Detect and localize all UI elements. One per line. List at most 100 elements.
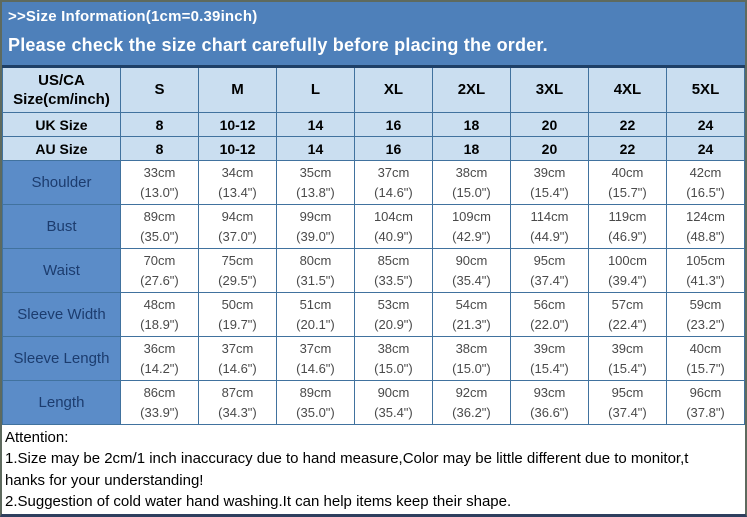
- size-column-header: S: [119, 66, 199, 113]
- measurement-cell: 85cm (33.5"): [353, 248, 433, 293]
- inch-value: (14.6"): [296, 360, 335, 376]
- uk-size-row-value: 20: [509, 112, 589, 137]
- measurement-label: Shoulder: [2, 160, 121, 205]
- cm-value: 119cm: [608, 209, 647, 224]
- measurement-cell: 86cm (33.9"): [119, 380, 199, 425]
- size-column-header: M: [197, 66, 277, 113]
- inch-value: (22.0"): [530, 316, 569, 332]
- cm-value: 39cm: [533, 165, 566, 180]
- cm-value: 35cm: [299, 165, 332, 180]
- uk-size-row-value: 22: [587, 112, 667, 137]
- inch-value: (37.0"): [218, 228, 257, 244]
- cm-value: 37cm: [221, 341, 254, 356]
- measurement-cell: 39cm (15.4"): [509, 160, 589, 205]
- inch-value: (14.6"): [218, 360, 257, 376]
- inch-value: (35.0"): [296, 404, 335, 420]
- measurement-label: Sleeve Width: [2, 292, 121, 337]
- inch-value: (27.6"): [140, 272, 179, 288]
- measurement-cell: 109cm (42.9"): [431, 204, 511, 249]
- au-size-row-value: 10-12: [197, 136, 277, 161]
- cm-value: 80cm: [299, 253, 332, 268]
- inch-value: (33.9"): [140, 404, 179, 420]
- measurement-cell: 119cm (46.9"): [587, 204, 667, 249]
- cm-value: 85cm: [377, 253, 410, 268]
- measurement-cell: 48cm (18.9"): [119, 292, 199, 337]
- cm-value: 94cm: [221, 209, 254, 224]
- cm-value: 40cm: [611, 165, 644, 180]
- cm-value: 100cm: [607, 253, 647, 268]
- inch-value: (20.9"): [374, 316, 413, 332]
- size-header-row: US/CA Size(cm/inch) S M L XL 2XL 3XL 4XL 5XL: [2, 66, 746, 113]
- cm-value: 57cm: [611, 297, 644, 312]
- measurement-cell: 89cm (35.0"): [119, 204, 199, 249]
- cm-value: 39cm: [611, 341, 644, 356]
- measurement-cell: 40cm (15.7"): [587, 160, 667, 205]
- banner-title: >>Size Information(1cm=0.39inch): [8, 8, 258, 25]
- measurement-label: Bust: [2, 204, 121, 249]
- cm-value: 96cm: [689, 385, 722, 400]
- au-size-row-value: 24: [665, 136, 746, 161]
- measurement-cell: 37cm (14.6"): [353, 160, 433, 205]
- measurement-cell: 38cm (15.0"): [353, 336, 433, 381]
- au-size-row-value: 18: [431, 136, 511, 161]
- inch-value: (48.8"): [686, 228, 725, 244]
- inch-value: (15.4"): [608, 360, 647, 376]
- inch-value: (46.9"): [608, 228, 647, 244]
- cm-value: 56cm: [533, 297, 566, 312]
- inch-value: (21.3"): [452, 316, 491, 332]
- cm-value: 48cm: [143, 297, 176, 312]
- cm-value: 105cm: [685, 253, 725, 268]
- cm-value: 95cm: [611, 385, 644, 400]
- attention-line: hanks for your understanding!: [5, 471, 204, 489]
- au-size-row-label: AU Size: [2, 136, 121, 161]
- cm-value: 70cm: [143, 253, 176, 268]
- measurement-label: Waist: [2, 248, 121, 293]
- measurement-cell: 39cm (15.4"): [509, 336, 589, 381]
- au-size-row-value: 14: [275, 136, 355, 161]
- inch-value: (36.6"): [530, 404, 569, 420]
- inch-value: (40.9"): [374, 228, 413, 244]
- inch-value: (23.2"): [686, 316, 725, 332]
- measurement-cell: 80cm (31.5"): [275, 248, 355, 293]
- measurement-row: Waist 70cm (27.6") 75cm (29.5") 80cm (31.5") 85…: [2, 248, 746, 293]
- measurement-cell: 42cm (16.5"): [665, 160, 746, 205]
- inch-value: (35.4"): [374, 404, 413, 420]
- measurement-cell: 94cm (37.0"): [197, 204, 277, 249]
- corner-line-1: US/CA: [38, 71, 85, 89]
- banner: >>Size Information(1cm=0.39inch) Please …: [2, 2, 745, 65]
- size-column-header: 5XL: [665, 66, 746, 113]
- measurement-cell: 34cm (13.4"): [197, 160, 277, 205]
- uk-size-row: UK Size 8 10-12 14 16 18 20 22 24: [2, 112, 746, 137]
- measurement-cell: 38cm (15.0"): [431, 336, 511, 381]
- cm-value: 92cm: [455, 385, 488, 400]
- inch-value: (16.5"): [686, 184, 725, 200]
- measurement-cell: 114cm (44.9"): [509, 204, 589, 249]
- measurement-row: Length 86cm (33.9") 87cm (34.3") 89cm (35.0") 9…: [2, 380, 746, 425]
- measurement-cell: 90cm (35.4"): [431, 248, 511, 293]
- measurement-cell: 105cm (41.3"): [665, 248, 746, 293]
- measurement-cell: 89cm (35.0"): [275, 380, 355, 425]
- au-size-row: AU Size 8 10-12 14 16 18 20 22 24: [2, 136, 746, 161]
- cm-value: 42cm: [689, 165, 722, 180]
- cm-value: 51cm: [299, 297, 332, 312]
- measurement-cell: 50cm (19.7"): [197, 292, 277, 337]
- inch-value: (29.5"): [218, 272, 257, 288]
- inch-value: (18.9"): [140, 316, 179, 332]
- measurement-cell: 57cm (22.4"): [587, 292, 667, 337]
- inch-value: (37.4"): [530, 272, 569, 288]
- measurement-cell: 35cm (13.8"): [275, 160, 355, 205]
- cm-value: 89cm: [143, 209, 176, 224]
- measurement-cell: 36cm (14.2"): [119, 336, 199, 381]
- measurement-cell: 90cm (35.4"): [353, 380, 433, 425]
- cm-value: 86cm: [143, 385, 176, 400]
- inch-value: (33.5"): [374, 272, 413, 288]
- inch-value: (42.9"): [452, 228, 491, 244]
- inch-value: (15.7"): [686, 360, 725, 376]
- banner-subtitle: Please check the size chart carefully be…: [8, 35, 548, 55]
- cm-value: 104cm: [373, 209, 413, 224]
- cm-value: 59cm: [689, 297, 722, 312]
- attention-line: 2.Suggestion of cold water hand washing.…: [5, 492, 512, 510]
- au-size-row-value: 8: [119, 136, 199, 161]
- size-column-header: 3XL: [509, 66, 589, 113]
